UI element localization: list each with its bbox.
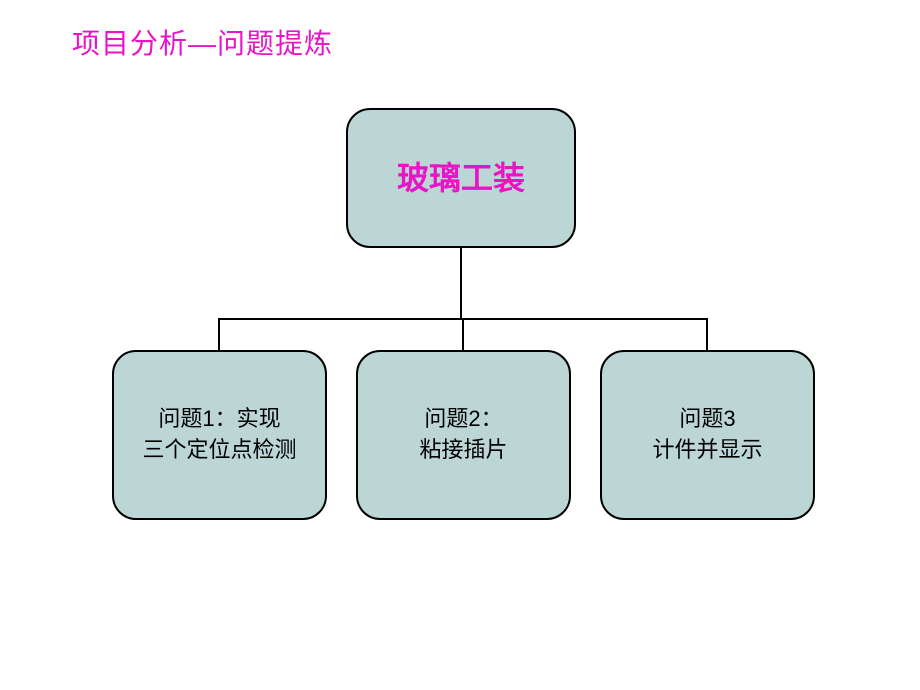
child-1-line1: 问题1：实现 [158, 404, 280, 435]
connector-drop-1 [218, 318, 220, 350]
diagram-canvas: 项目分析—问题提炼 玻璃工装 问题1：实现 三个定位点检测 问题2： 粘接插片 … [0, 0, 920, 690]
child-3-line1: 问题3 [679, 404, 735, 435]
child-1-line2: 三个定位点检测 [142, 435, 296, 466]
connector-trunk [460, 248, 462, 320]
child-node-3: 问题3 计件并显示 [600, 350, 815, 520]
page-title: 项目分析—问题提炼 [72, 22, 333, 62]
connector-drop-2 [462, 318, 464, 350]
child-2-line2: 粘接插片 [419, 435, 507, 466]
root-node-label: 玻璃工装 [397, 156, 525, 201]
child-3-line2: 计件并显示 [652, 435, 762, 466]
child-node-1: 问题1：实现 三个定位点检测 [112, 350, 327, 520]
root-node: 玻璃工装 [346, 108, 576, 248]
child-node-2: 问题2： 粘接插片 [356, 350, 571, 520]
connector-drop-3 [706, 318, 708, 350]
child-2-line1: 问题2： [424, 404, 502, 435]
